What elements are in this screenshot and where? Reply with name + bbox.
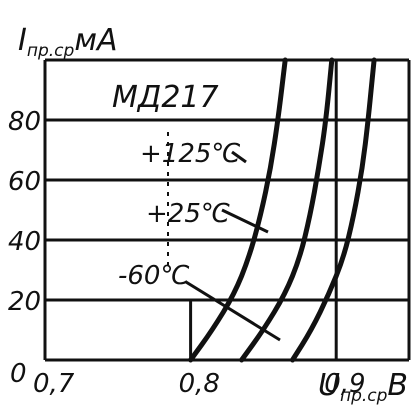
y-tick-label: 80 bbox=[8, 107, 41, 137]
series-label: -60℃ bbox=[118, 261, 190, 291]
x-tick-label: 0,7 bbox=[33, 369, 75, 399]
series-line-0 bbox=[188, 57, 288, 363]
series-label: +125℃ bbox=[140, 139, 241, 169]
series-line-1 bbox=[239, 57, 335, 363]
y-axis-symbol: I bbox=[18, 23, 27, 58]
y-axis-unit: мА bbox=[74, 23, 117, 58]
y-axis-subscript: пр.ср bbox=[27, 41, 75, 61]
x-tick-label: 0,9 bbox=[324, 369, 365, 399]
x-tick-label: 0,8 bbox=[179, 369, 220, 399]
y-tick-label: 20 bbox=[8, 287, 41, 317]
chart-title: МД217 bbox=[112, 80, 219, 115]
series-leader-line bbox=[221, 208, 269, 234]
series-leader-line bbox=[185, 280, 281, 342]
x-axis-subscript: пр.ср bbox=[340, 386, 388, 406]
series-lines bbox=[188, 57, 377, 363]
x-axis-symbol: U bbox=[318, 368, 340, 403]
grid bbox=[45, 58, 409, 360]
x-axis-label: Uпр.срВ bbox=[318, 368, 408, 406]
series-line-2 bbox=[290, 57, 377, 363]
y-tick-label: 40 bbox=[8, 227, 41, 257]
series-leader-line bbox=[231, 150, 247, 164]
y-axis-label: Iпр.срмА bbox=[18, 23, 117, 61]
x-axis-unit: В bbox=[387, 368, 408, 403]
series-label: +25℃ bbox=[146, 199, 230, 229]
origin-label: 0 bbox=[10, 359, 27, 389]
axes bbox=[43, 60, 411, 362]
y-tick-label: 60 bbox=[8, 167, 41, 197]
